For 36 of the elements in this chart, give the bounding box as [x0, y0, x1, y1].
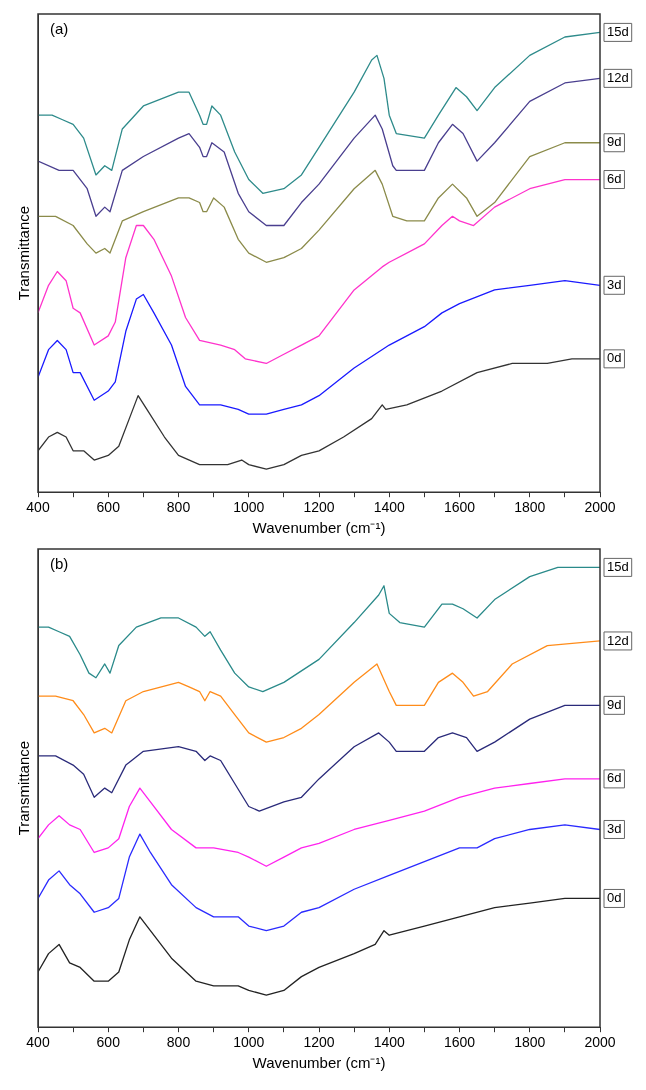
x-tick-label: 1400 — [373, 499, 406, 516]
series-label: 15d — [607, 558, 629, 574]
series-label: 6d — [607, 770, 622, 786]
annotation: (a) — [50, 19, 69, 37]
x-tick-label: 1600 — [443, 499, 476, 516]
x-tick-label: 600 — [96, 1034, 121, 1051]
series-label: 0d — [607, 350, 622, 366]
x-tick-label: 1000 — [233, 499, 265, 516]
series-label: 12d — [607, 69, 629, 85]
x-tick-label: 1200 — [303, 499, 335, 516]
x-axis-title: Wavenumber (cm⁻¹) — [252, 519, 386, 537]
x-tick-label: 1200 — [303, 1034, 335, 1051]
series-label: 3d — [607, 276, 622, 292]
x-tick-label: 2000 — [584, 499, 616, 516]
x-tick-label: 2000 — [584, 1034, 616, 1051]
series-label: 0d — [607, 890, 622, 906]
x-tick-label: 400 — [26, 1034, 50, 1051]
x-tick-label: 1000 — [233, 1034, 265, 1051]
x-tick-label: 400 — [26, 499, 50, 516]
x-tick-label: 1800 — [514, 499, 546, 516]
x-axis-title: Wavenumber (cm⁻¹) — [252, 1054, 386, 1072]
x-tick-label: 600 — [96, 499, 121, 516]
x-tick-label: 800 — [166, 499, 191, 516]
y-axis-title: Transmittance — [15, 205, 33, 301]
y-axis-title: Transmittance — [15, 740, 33, 836]
x-tick-label: 800 — [166, 1034, 191, 1051]
x-tick-label: 1600 — [443, 1034, 476, 1051]
series-label: 3d — [607, 821, 622, 837]
series-label: 15d — [607, 23, 629, 39]
annotation: (b) — [50, 554, 69, 572]
x-tick-label: 1800 — [514, 1034, 546, 1051]
x-tick-label: 1400 — [373, 1034, 406, 1051]
series-label: 9d — [607, 696, 622, 712]
series-label: 9d — [607, 134, 622, 150]
series-label: 12d — [607, 632, 629, 648]
series-label: 6d — [607, 171, 622, 187]
